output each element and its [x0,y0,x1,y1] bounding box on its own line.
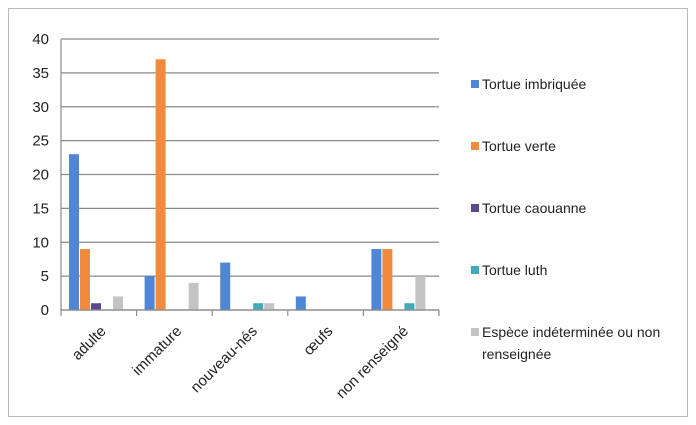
bar [80,249,90,310]
y-tick-label: 30 [32,99,49,116]
legend-label: Espèce indéterminée ou non renseignée [482,324,660,362]
y-tick-label: 0 [41,302,49,319]
bar [69,154,79,310]
legend-swatch [471,204,479,212]
bar [155,59,166,311]
bar [91,303,101,310]
x-tick-label: immature [129,323,185,379]
y-tick-label: 25 [32,133,49,150]
y-tick-label: 5 [41,268,49,285]
y-tick-label: 20 [32,167,49,184]
x-tick-label: œufs [300,323,336,359]
bar [404,303,415,310]
x-tick-label: non renseigné [333,323,412,402]
bar [144,276,155,310]
legend: Tortue imbriquée Tortue verte Tortue caoua… [471,76,660,362]
gridlines [61,38,439,311]
legend-swatch [471,266,479,274]
y-tick-labels: 0 5 10 15 20 25 30 35 40 [32,31,49,319]
legend-label: Tortue luth [482,262,547,278]
bar [264,303,275,310]
legend-swatch [471,328,479,336]
bar [188,282,199,310]
chart-frame: 0 5 10 15 20 25 30 35 40 adulte immature nouveau-n… [8,8,688,417]
legend-swatch [471,80,479,88]
x-tick-label: nouveau-nés [187,323,260,396]
legend-swatch [471,142,479,150]
bar [382,249,393,310]
legend-label: Tortue verte [482,138,556,154]
axes [60,39,440,316]
y-tick-label: 10 [32,234,49,251]
y-tick-label: 40 [32,31,49,48]
bar [415,276,426,310]
y-tick-label: 35 [32,65,49,82]
legend-label: Tortue imbriquée [482,76,586,92]
bars [69,59,426,311]
bar [371,249,382,310]
bar [253,303,264,310]
y-tick-label: 15 [32,200,49,217]
legend-label: Tortue caouanne [482,200,587,216]
bar [220,262,231,310]
bar [295,296,306,310]
x-tick-label: adulte [69,323,110,364]
bar-chart: 0 5 10 15 20 25 30 35 40 adulte immature nouveau-n… [32,31,660,402]
bar [113,296,123,310]
